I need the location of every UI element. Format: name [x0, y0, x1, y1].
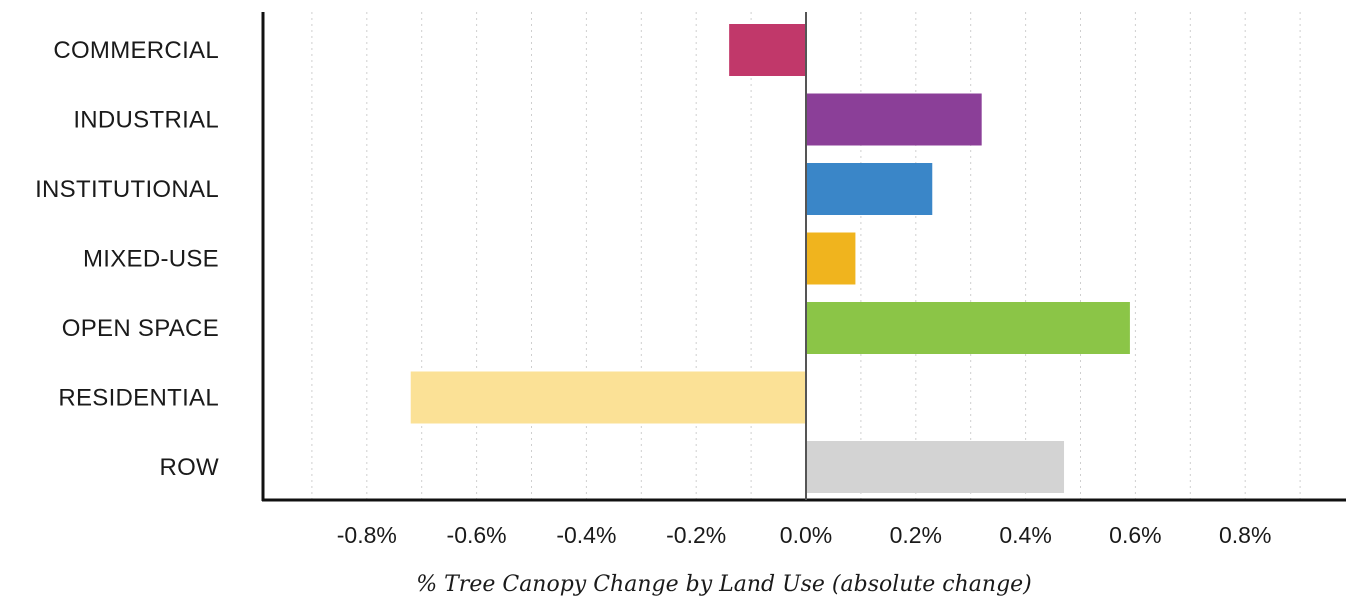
axes	[261, 12, 1346, 502]
category-label-institutional: INSTITUTIONAL	[35, 176, 219, 203]
x-axis-title: % Tree Canopy Change by Land Use (absolu…	[416, 572, 1032, 597]
x-tick-label: -0.6%	[447, 522, 507, 548]
category-label-row: ROW	[159, 454, 219, 481]
category-label-mixed-use: MIXED-USE	[83, 246, 219, 273]
category-labels: COMMERCIAL INDUSTRIAL INSTITUTIONAL MIXED-U…	[35, 37, 219, 481]
x-tick-label: 0.2%	[890, 522, 942, 548]
x-tick-label: 0.0%	[780, 522, 832, 548]
x-tick-labels: -0.8% -0.6% -0.4% -0.2% 0.0% 0.2% 0.4% 0.6% 0.8%	[337, 522, 1272, 548]
bar-institutional	[806, 163, 933, 215]
bars	[410, 24, 1130, 493]
bar-residential	[410, 371, 806, 424]
bar-row	[806, 441, 1065, 493]
bar-commercial	[729, 24, 806, 76]
category-label-residential: RESIDENTIAL	[58, 385, 219, 412]
x-tick-label: -0.8%	[337, 522, 397, 548]
bar-industrial	[806, 93, 982, 146]
x-tick-label: 0.4%	[999, 522, 1051, 548]
bar-open-space	[806, 302, 1130, 354]
x-tick-label: -0.4%	[556, 522, 616, 548]
bar-mixed-use	[806, 232, 856, 285]
category-label-open-space: OPEN SPACE	[62, 315, 219, 342]
category-label-industrial: INDUSTRIAL	[73, 107, 219, 134]
x-tick-label: -0.2%	[666, 522, 726, 548]
category-label-commercial: COMMERCIAL	[53, 37, 219, 64]
x-tick-label: 0.6%	[1109, 522, 1161, 548]
x-tick-label: 0.8%	[1219, 522, 1271, 548]
